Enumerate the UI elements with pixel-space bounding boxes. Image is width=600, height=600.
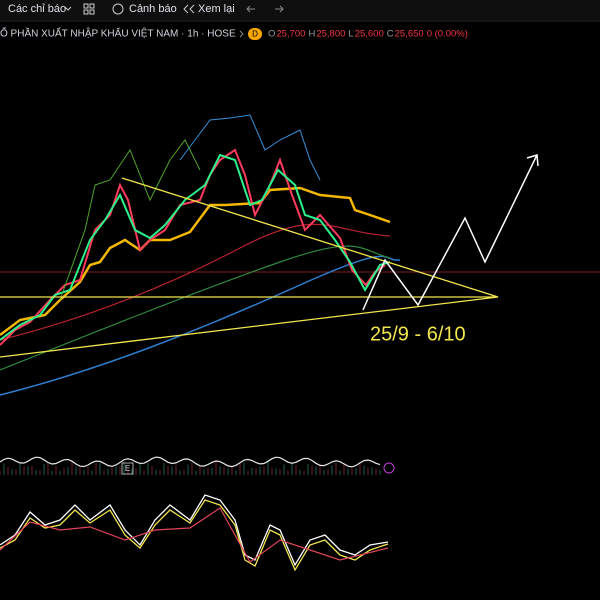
band-green <box>59 139 201 301</box>
layout-icon[interactable] <box>83 3 95 15</box>
band-blue <box>179 114 321 181</box>
volume-badge <box>121 462 134 475</box>
trend-orange <box>0 186 391 336</box>
indicators-button[interactable]: Các chỉ báo <box>8 3 66 15</box>
redo[interactable] <box>275 5 284 13</box>
alerts-button[interactable]: Cảnh báo <box>129 3 177 15</box>
ohlc-value: 25,600 <box>355 29 384 40</box>
ohlc-label: L <box>348 29 353 40</box>
ma-red <box>0 223 391 341</box>
osc-white <box>0 494 389 567</box>
volume-badge-text: E <box>125 464 130 473</box>
ohlc-change: 0 (0.00%) <box>427 29 468 40</box>
triangle <box>0 177 499 358</box>
volume-pane <box>0 456 381 475</box>
annotation: 25/9 - 6/10 <box>370 323 466 345</box>
pane-icon[interactable] <box>383 462 395 474</box>
ohlc-label: H <box>308 29 315 40</box>
ohlc-label: C <box>387 29 394 40</box>
replay-button[interactable]: Xem lại <box>198 3 235 15</box>
alert-icon[interactable] <box>112 3 124 15</box>
osc-red <box>0 507 389 563</box>
collapse[interactable] <box>239 30 244 38</box>
price-red <box>0 148 386 346</box>
ohlc-label: O <box>268 29 275 40</box>
ma-green <box>0 245 391 371</box>
badge <box>248 28 262 40</box>
ohlc: O 25,700 H 25,800 L 25,600 C 25,650 0 (0.00%) <box>268 29 468 40</box>
osc-yellow <box>0 499 389 572</box>
badge-text: D <box>252 30 258 39</box>
toolbar <box>0 0 600 20</box>
undo[interactable] <box>246 5 255 13</box>
ohlc-value: 25,800 <box>316 29 345 40</box>
volume-ma <box>0 456 381 468</box>
oscillator-pane <box>0 494 389 572</box>
symbol-title: Ổ PHẦN XUẤT NHẬP KHẨU VIỆT NAM · 1h · HO… <box>0 27 236 40</box>
ohlc-value: 25,700 <box>276 29 305 40</box>
ohlc-value: 25,650 <box>395 29 424 40</box>
projection-arrow <box>362 154 539 311</box>
price-green <box>0 153 391 341</box>
chevron[interactable] <box>64 6 72 11</box>
price-pane <box>0 114 600 396</box>
replay-icon[interactable] <box>183 4 195 14</box>
